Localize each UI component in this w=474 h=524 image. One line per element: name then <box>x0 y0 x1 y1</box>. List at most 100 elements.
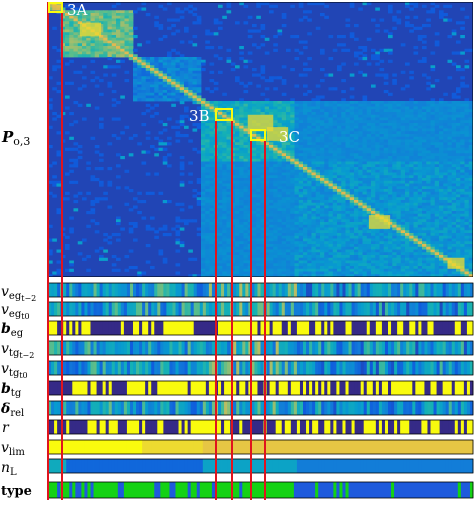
heatmap-cell <box>396 106 402 110</box>
heatmap-cell <box>99 13 104 17</box>
heatmap-cell <box>358 106 363 110</box>
heatmap-cell <box>235 79 240 83</box>
heatmap-cell <box>434 244 440 248</box>
heatmap-cell <box>52 117 57 121</box>
heatmap-cell <box>341 197 346 201</box>
heatmap-cell <box>345 219 351 223</box>
heatmap-cell <box>256 183 261 187</box>
heatmap-cell <box>235 180 240 184</box>
heatmap-cell <box>379 252 385 256</box>
heatmap-cell <box>426 101 431 105</box>
heatmap-cell <box>277 167 283 171</box>
heatmap-cell <box>311 241 317 245</box>
heatmap-cell <box>375 235 380 239</box>
heatmap-cell <box>358 161 363 165</box>
heatmap-cell <box>392 117 397 121</box>
heatmap-cell <box>175 51 181 55</box>
heatmap-cell <box>107 180 113 184</box>
heatmap-cell <box>171 48 176 52</box>
heatmap-cell <box>82 117 87 121</box>
heatmap-cell <box>324 167 329 171</box>
heatmap-cell <box>294 153 300 157</box>
heatmap-cell <box>400 145 406 149</box>
heatmap-cell <box>141 200 147 204</box>
heatmap-cell <box>311 114 317 118</box>
heatmap-cell <box>252 139 257 143</box>
heatmap-cell <box>303 180 308 184</box>
heatmap-cell <box>320 222 325 226</box>
heatmap-cell <box>409 191 414 195</box>
heatmap-cell <box>99 92 104 96</box>
heatmap-cell <box>235 238 240 242</box>
heatmap-cell <box>303 125 308 129</box>
heatmap-cell <box>256 150 261 154</box>
heatmap-cell <box>324 222 329 226</box>
heatmap-cell <box>230 249 236 253</box>
heatmap-cell <box>315 123 321 127</box>
heatmap-cell <box>286 219 291 223</box>
heatmap-cell <box>366 227 372 231</box>
heatmap-cell <box>358 191 363 195</box>
heatmap-cell <box>218 219 223 223</box>
heatmap-cell <box>349 172 355 176</box>
heatmap-cell <box>358 197 363 201</box>
heatmap-cell <box>443 158 448 162</box>
heatmap-cell <box>354 235 359 239</box>
heatmap-cell <box>69 227 74 231</box>
heatmap-cell <box>456 194 461 198</box>
heatmap-cell <box>167 87 172 91</box>
heatmap-cell <box>201 200 206 204</box>
heatmap-cell <box>222 172 227 176</box>
heatmap-cell <box>349 200 355 204</box>
heatmap-cell <box>345 136 351 140</box>
heatmap-cell <box>345 200 351 204</box>
heatmap-cell <box>388 211 393 215</box>
heatmap-cell <box>294 235 300 239</box>
heatmap-cell <box>358 202 363 206</box>
heatmap-cell <box>303 153 308 157</box>
heatmap-cell <box>235 202 240 206</box>
heatmap-cell <box>392 114 397 118</box>
heatmap-cell <box>371 191 376 195</box>
heatmap-cell <box>371 189 376 193</box>
heatmap-cell <box>337 197 342 201</box>
heatmap-cell <box>311 167 317 171</box>
heatmap-cell <box>413 211 419 215</box>
heatmap-cell <box>460 213 465 217</box>
heatmap-cell <box>205 46 210 50</box>
heatmap-cell <box>447 120 453 124</box>
heatmap-cell <box>290 200 295 204</box>
heatmap-cell <box>341 117 346 121</box>
heatmap-cell <box>205 180 210 184</box>
heatmap-cell <box>383 125 389 129</box>
heatmap-cell <box>451 202 457 206</box>
heatmap-cell <box>405 180 410 184</box>
heatmap-cell <box>290 244 295 248</box>
heatmap-cell <box>439 112 444 116</box>
heatmap-cell <box>120 156 125 160</box>
heatmap-cell <box>167 51 172 55</box>
heatmap-cell <box>456 202 461 206</box>
heatmap-cell <box>222 145 227 149</box>
heatmap-cell <box>315 233 321 237</box>
heatmap-cell <box>307 150 312 154</box>
heatmap-cell <box>388 219 393 223</box>
heatmap-cell <box>392 216 397 220</box>
heatmap-cell <box>65 62 70 66</box>
heatmap-cell <box>311 244 317 248</box>
heatmap-cell <box>443 125 448 129</box>
heatmap-cell <box>413 186 419 190</box>
heatmap-cell <box>218 123 223 127</box>
heatmap-cell <box>273 114 278 118</box>
heatmap-cell <box>413 208 419 212</box>
heatmap-cell <box>77 252 83 256</box>
heatmap-cell <box>456 128 461 132</box>
heatmap-cell <box>239 51 244 55</box>
heatmap-cell <box>320 257 325 261</box>
heatmap-cell <box>345 112 351 116</box>
heatmap-cell <box>298 150 304 154</box>
heatmap-cell <box>269 252 274 256</box>
heatmap-cell <box>218 145 223 149</box>
heatmap-cell <box>235 230 240 234</box>
heatmap-cell <box>273 224 278 228</box>
